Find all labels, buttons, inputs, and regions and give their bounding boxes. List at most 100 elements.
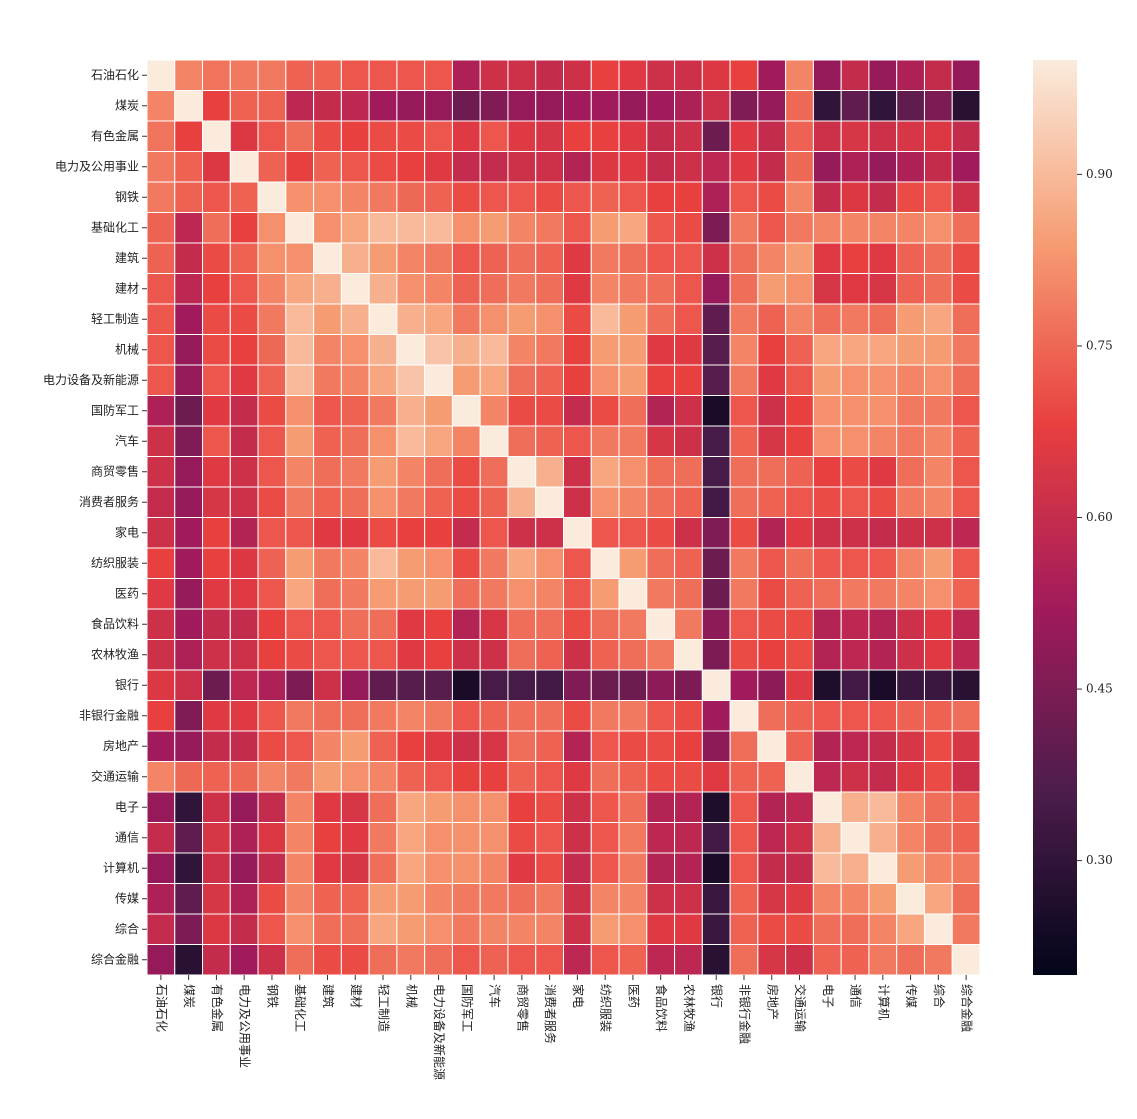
heat-cell xyxy=(590,273,620,305)
heat-cell xyxy=(451,639,481,671)
heat-cell xyxy=(257,59,287,91)
heat-cell xyxy=(951,151,981,183)
heat-cell xyxy=(368,791,398,823)
heat-cell xyxy=(174,212,204,244)
heat-cell xyxy=(396,547,426,579)
heat-cell xyxy=(396,90,426,122)
heat-cell xyxy=(868,364,898,396)
heat-cell xyxy=(785,120,814,152)
heat-cell xyxy=(368,181,398,213)
heat-cell xyxy=(646,761,676,793)
heat-cell xyxy=(313,517,342,549)
heat-cell xyxy=(563,547,592,579)
heat-cell xyxy=(174,761,204,793)
heat-cell xyxy=(840,181,870,213)
heat-cell xyxy=(313,944,342,976)
heat-cell xyxy=(229,913,259,945)
y-tick-label: 食品饮料 xyxy=(91,616,139,631)
heat-cell xyxy=(229,364,259,396)
x-tick-label: 交通运输 xyxy=(793,984,808,1032)
heat-cell xyxy=(174,517,204,549)
heat-cell xyxy=(812,852,842,884)
heat-cell xyxy=(646,242,676,274)
heat-cell xyxy=(174,883,204,915)
heat-cell xyxy=(729,364,759,396)
heat-cell xyxy=(840,913,870,945)
heat-cell xyxy=(868,517,898,549)
heat-cell xyxy=(535,730,565,762)
heat-cell xyxy=(701,303,731,335)
heat-cell xyxy=(396,883,426,915)
heat-cell xyxy=(535,364,565,396)
heat-cell xyxy=(896,242,925,274)
heat-cell xyxy=(674,517,703,549)
heat-cell xyxy=(729,578,759,610)
heat-cell xyxy=(285,212,315,244)
heat-cell xyxy=(451,944,481,976)
heat-cell xyxy=(923,273,953,305)
heat-cell xyxy=(424,273,453,305)
heat-cell xyxy=(896,303,925,335)
heat-cell xyxy=(285,639,315,671)
heat-cell xyxy=(757,303,787,335)
heat-cell xyxy=(507,639,537,671)
heat-cell xyxy=(257,517,287,549)
heat-cell xyxy=(229,822,259,854)
heat-cell xyxy=(479,181,509,213)
heat-cell xyxy=(479,456,509,488)
heat-cell xyxy=(923,425,953,457)
heat-cell xyxy=(535,212,565,244)
heat-cell xyxy=(757,273,787,305)
heat-cell xyxy=(729,212,759,244)
heat-cell xyxy=(507,181,537,213)
heat-cell xyxy=(229,59,259,91)
colorbar-tick-label: 0.90 xyxy=(1086,167,1113,181)
heat-cell xyxy=(451,151,481,183)
heat-cell xyxy=(368,120,398,152)
heat-cell xyxy=(868,730,898,762)
heat-cell xyxy=(451,578,481,610)
heat-cell xyxy=(535,59,565,91)
heat-cell xyxy=(146,913,176,945)
heat-cell xyxy=(146,883,176,915)
heat-cell xyxy=(923,334,953,366)
heat-cell xyxy=(563,944,592,976)
heat-cell xyxy=(146,944,176,976)
heat-cell xyxy=(590,639,620,671)
heat-cell xyxy=(812,913,842,945)
heat-cell xyxy=(563,273,592,305)
heat-cell xyxy=(340,700,370,732)
heat-cell xyxy=(868,242,898,274)
heat-cell xyxy=(146,822,176,854)
heat-cell xyxy=(229,578,259,610)
x-tick-label: 消费者服务 xyxy=(543,984,558,1044)
heat-cell xyxy=(951,181,981,213)
heat-cell xyxy=(313,669,342,701)
heat-cell xyxy=(507,59,537,91)
heat-cell xyxy=(229,669,259,701)
heat-cell xyxy=(396,791,426,823)
x-tick-label: 钢铁 xyxy=(265,984,279,1008)
heat-cell xyxy=(424,120,453,152)
heat-cell xyxy=(757,913,787,945)
y-tick-label: 交通运输 xyxy=(91,768,139,783)
heat-cell xyxy=(535,822,565,854)
heat-cell xyxy=(812,425,842,457)
heat-cell xyxy=(729,944,759,976)
heat-cell xyxy=(701,486,731,518)
heat-cell xyxy=(646,90,676,122)
heat-cell xyxy=(535,395,565,427)
heat-cell xyxy=(674,547,703,579)
heat-cell xyxy=(840,273,870,305)
heat-cell xyxy=(618,242,648,274)
heat-cell xyxy=(701,425,731,457)
heat-cell xyxy=(785,608,814,640)
heat-cell xyxy=(563,364,592,396)
heat-cell xyxy=(424,944,453,976)
heat-cell xyxy=(229,486,259,518)
heat-cell xyxy=(812,547,842,579)
heat-cell xyxy=(951,364,981,396)
heat-cell xyxy=(646,364,676,396)
heat-cell xyxy=(618,212,648,244)
x-tick-label: 银行 xyxy=(710,984,724,1008)
